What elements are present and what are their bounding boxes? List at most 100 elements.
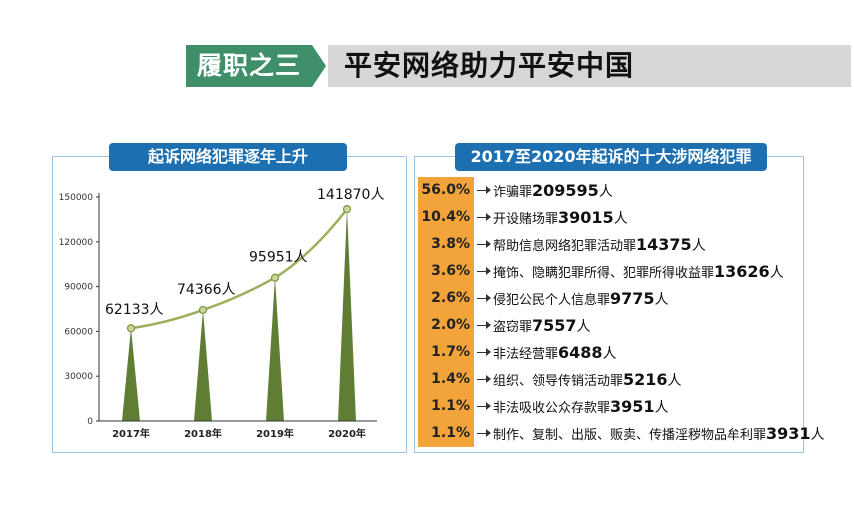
arrow-right-icon <box>477 186 491 194</box>
list-item: 56.0% 诈骗罪209595人 <box>415 177 803 204</box>
crime-name: 开设赌场罪 <box>493 212 559 227</box>
percentage-badge: 2.6% <box>418 285 474 312</box>
y-tick-label: 30000 <box>64 372 93 382</box>
y-tick-label: 60000 <box>64 327 93 337</box>
arrow-right-icon <box>477 348 491 356</box>
crime-count: 6488 <box>558 343 603 362</box>
percentage-badge: 2.0% <box>418 312 474 339</box>
count-unit: 人 <box>613 211 628 227</box>
crime-entry: 掩饰、隐瞒犯罪所得、犯罪所得收益罪13626人 <box>493 258 784 287</box>
crime-count: 9775 <box>610 289 655 308</box>
line-chart: 0 30000 60000 90000 120000 150000 62133人 74366人… <box>59 187 385 440</box>
count-unit: 人 <box>769 265 784 281</box>
percentage-badge: 1.7% <box>418 339 474 366</box>
crime-name: 非法经营罪 <box>493 347 559 362</box>
x-tick-label: 2017年 <box>112 427 150 440</box>
crime-entry: 非法吸收公众存款罪3951人 <box>493 393 669 422</box>
percentage-badge: 3.8% <box>418 231 474 258</box>
data-point <box>342 205 352 214</box>
data-point <box>270 273 280 282</box>
crime-entry: 开设赌场罪39015人 <box>493 204 628 233</box>
y-tick-label: 0 <box>87 417 93 427</box>
x-tick-label: 2019年 <box>256 427 294 440</box>
crime-entry: 诈骗罪209595人 <box>493 177 613 206</box>
arrow-right-icon <box>477 213 491 221</box>
y-tick-label: 90000 <box>64 283 93 293</box>
data-point <box>198 305 208 315</box>
data-label: 95951人 <box>249 250 308 266</box>
crime-count: 7557 <box>532 316 577 335</box>
crime-count: 5216 <box>623 370 668 389</box>
crime-name: 帮助信息网络犯罪活动罪 <box>493 239 637 254</box>
list-title: 2017至2020年起诉的十大涉网络犯罪 <box>455 143 767 171</box>
crime-count: 39015 <box>558 208 614 227</box>
banner-tag: 履职之三 <box>186 45 312 87</box>
count-unit: 人 <box>654 292 669 308</box>
percentage-badge: 1.1% <box>418 393 474 420</box>
crime-name: 侵犯公民个人信息罪 <box>493 293 611 308</box>
arrow-right-icon <box>477 429 491 437</box>
percentage-badge: 56.0% <box>418 177 474 204</box>
data-point <box>126 324 136 333</box>
count-unit: 人 <box>691 238 706 254</box>
crime-count: 3931 <box>766 424 811 443</box>
data-label: 74366人 <box>177 282 236 298</box>
spike-bar <box>338 209 356 421</box>
crime-name: 非法吸收公众存款罪 <box>493 401 611 416</box>
count-unit: 人 <box>602 346 617 362</box>
count-unit: 人 <box>598 184 613 200</box>
chart-panel: 起诉网络犯罪逐年上升 0 30000 60000 90000 120000 150000 6… <box>52 143 407 453</box>
crime-count: 14375 <box>636 235 692 254</box>
spike-bar <box>122 328 140 421</box>
count-unit: 人 <box>654 400 669 416</box>
y-tick-label: 120000 <box>59 238 94 248</box>
chart-title: 起诉网络犯罪逐年上升 <box>109 143 347 171</box>
percentage-badge: 3.6% <box>418 258 474 285</box>
percentage-badge: 1.1% <box>418 420 474 447</box>
crime-name: 盗窃罪 <box>493 320 533 335</box>
crime-entry: 组织、领导传销活动罪5216人 <box>493 366 682 395</box>
crime-name: 制作、复制、出版、贩卖、传播淫秽物品牟利罪 <box>493 428 767 443</box>
spike-bar <box>266 277 284 421</box>
list-item: 1.7% 非法经营罪6488人 <box>415 339 803 366</box>
crime-name: 掩饰、隐瞒犯罪所得、犯罪所得收益罪 <box>493 266 715 281</box>
list-item: 2.0% 盗窃罪7557人 <box>415 312 803 339</box>
spike-bar <box>194 309 212 421</box>
list-item: 3.6% 掩饰、隐瞒犯罪所得、犯罪所得收益罪13626人 <box>415 258 803 285</box>
arrow-right-icon <box>477 240 491 248</box>
crime-name: 组织、领导传销活动罪 <box>493 374 624 389</box>
crime-count: 209595 <box>532 181 599 200</box>
list-item: 1.1% 制作、复制、出版、贩卖、传播淫秽物品牟利罪3931人 <box>415 420 825 447</box>
arrow-right-icon <box>477 321 491 329</box>
banner-title: 平安网络助力平安中国 <box>328 45 851 87</box>
crime-count: 13626 <box>714 262 770 281</box>
trend-line <box>130 208 348 330</box>
y-tick-label: 150000 <box>59 193 94 203</box>
count-unit: 人 <box>810 427 825 443</box>
percentage-badge: 1.4% <box>418 366 474 393</box>
count-unit: 人 <box>667 373 682 389</box>
crime-entry: 制作、复制、出版、贩卖、传播淫秽物品牟利罪3931人 <box>493 420 825 449</box>
arrow-right-icon <box>477 294 491 302</box>
x-tick-label: 2020年 <box>328 427 366 440</box>
crime-entry: 侵犯公民个人信息罪9775人 <box>493 285 669 314</box>
crime-list-panel: 2017至2020年起诉的十大涉网络犯罪 56.0% 诈骗罪209595人 10.4… <box>414 143 825 453</box>
crime-entry: 帮助信息网络犯罪活动罪14375人 <box>493 231 706 260</box>
crime-count: 3951 <box>610 397 655 416</box>
crime-entry: 非法经营罪6488人 <box>493 339 617 368</box>
x-tick-label: 2018年 <box>184 427 222 440</box>
list-item: 1.4% 组织、领导传销活动罪5216人 <box>415 366 803 393</box>
banner-arrow-shape <box>312 45 326 87</box>
arrow-right-icon <box>477 267 491 275</box>
arrow-right-icon <box>477 402 491 410</box>
data-label: 141870人 <box>317 187 384 203</box>
count-unit: 人 <box>576 319 591 335</box>
crime-list: 56.0% 诈骗罪209595人 10.4% 开设赌场罪39015人 3.8% 帮助信息网… <box>415 177 825 447</box>
list-item: 3.8% 帮助信息网络犯罪活动罪14375人 <box>415 231 803 258</box>
list-item: 10.4% 开设赌场罪39015人 <box>415 204 803 231</box>
crime-entry: 盗窃罪7557人 <box>493 312 591 341</box>
arrow-right-icon <box>477 375 491 383</box>
crime-name: 诈骗罪 <box>493 185 533 200</box>
data-label: 62133人 <box>105 302 164 318</box>
list-item: 2.6% 侵犯公民个人信息罪9775人 <box>415 285 803 312</box>
